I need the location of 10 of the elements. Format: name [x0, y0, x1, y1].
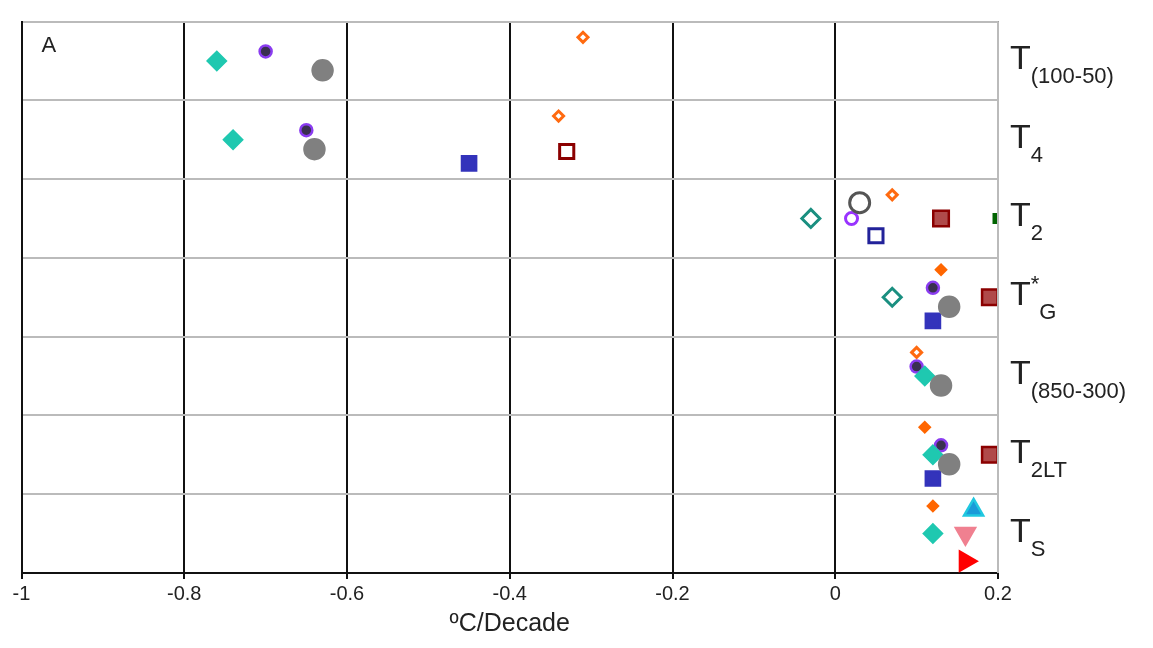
x-tick-label: -0.8 [167, 581, 202, 604]
x-tick-label: -0.2 [655, 581, 690, 604]
x-axis-title: ºC/Decade [449, 607, 570, 636]
annotation: A [41, 31, 57, 57]
x-tick-label: -0.6 [329, 581, 365, 604]
x-tick-label: -1 [12, 581, 31, 604]
x-tick-label: 0.2 [984, 581, 1012, 604]
x-tick-label: 0 [829, 581, 841, 604]
y-tick-label: T*G [1010, 271, 1057, 325]
x-tick-label: -0.4 [492, 581, 527, 604]
